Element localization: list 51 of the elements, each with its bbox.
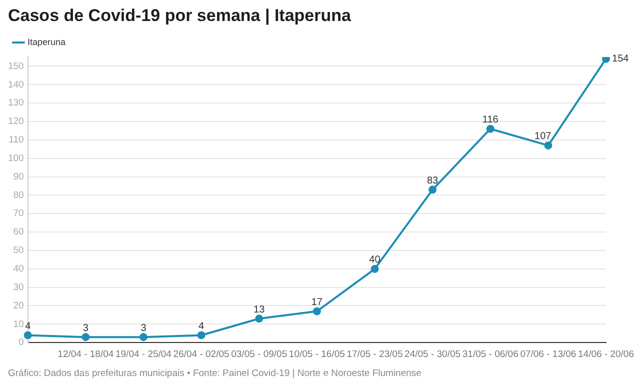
y-tick-label: 130 (8, 98, 24, 109)
point (486, 124, 494, 133)
data-label: 116 (482, 114, 499, 126)
y-tick-label: 100 (8, 152, 24, 164)
x-tick-label: 17/05 - 23/05 (346, 348, 403, 360)
point (312, 307, 321, 316)
point (544, 141, 552, 150)
x-tick-label: 12/04 - 18/04 (58, 348, 114, 360)
data-label: 13 (254, 304, 266, 316)
x-tick-label: 10/05 - 16/05 (288, 348, 345, 360)
y-tick-label: 90 (13, 171, 24, 182)
data-label: 3 (82, 322, 89, 334)
y-tick-label: 80 (13, 190, 24, 201)
data-label: 4 (25, 320, 32, 332)
x-tick-label: 19/04 - 25/04 (115, 348, 172, 360)
point (255, 314, 264, 323)
x-tick-label: 14/06 - 20/06 (578, 348, 634, 360)
point (602, 57, 610, 63)
y-tick-label: 140 (8, 79, 24, 90)
x-tick-label: 07/06 - 13/06 (520, 348, 576, 360)
y-tick-label: 110 (8, 134, 24, 146)
x-tick-label: 26/04 - 02/05 (173, 348, 230, 360)
x-tick-label: 31/05 - 06/06 (462, 348, 518, 360)
point (139, 333, 148, 342)
data-label: 107 (534, 131, 552, 142)
y-tick-label: 40 (13, 264, 24, 275)
y-tick-label: 30 (13, 282, 24, 293)
point (82, 333, 90, 342)
point (24, 331, 32, 340)
legend-label: Itaperuna (28, 36, 66, 47)
point (197, 331, 206, 340)
y-tick-label: 50 (13, 245, 24, 256)
x-tick-label: 03/05 - 09/05 (231, 348, 288, 360)
y-tick-label: 60 (13, 226, 24, 238)
y-tick-label: 120 (8, 116, 24, 128)
text: Gráfico: Dados das prefeituras municipais • Fonte: Painel Covid-19 | Norte e Noroeste Fluminense (8, 368, 422, 379)
y-tick-label: 150 (8, 60, 24, 72)
data-label: 40 (369, 254, 381, 266)
data-label: 4 (198, 320, 205, 332)
data-label: 17 (311, 297, 323, 308)
data-label: 83 (426, 175, 439, 186)
y-tick-label: 20 (13, 300, 24, 312)
point (370, 264, 379, 273)
x-tick-label: 24/05 - 30/05 (404, 348, 461, 360)
y-tick-label: 70 (13, 208, 24, 220)
y-tick-label: 10 (13, 318, 24, 330)
chart-title: Casos de Covid-19 por semana | Itaperuna (7, 5, 352, 27)
data-label: 154 (612, 54, 630, 65)
y-tick-label: 0 (18, 337, 24, 348)
point (428, 186, 437, 194)
data-label: 3 (140, 322, 147, 334)
